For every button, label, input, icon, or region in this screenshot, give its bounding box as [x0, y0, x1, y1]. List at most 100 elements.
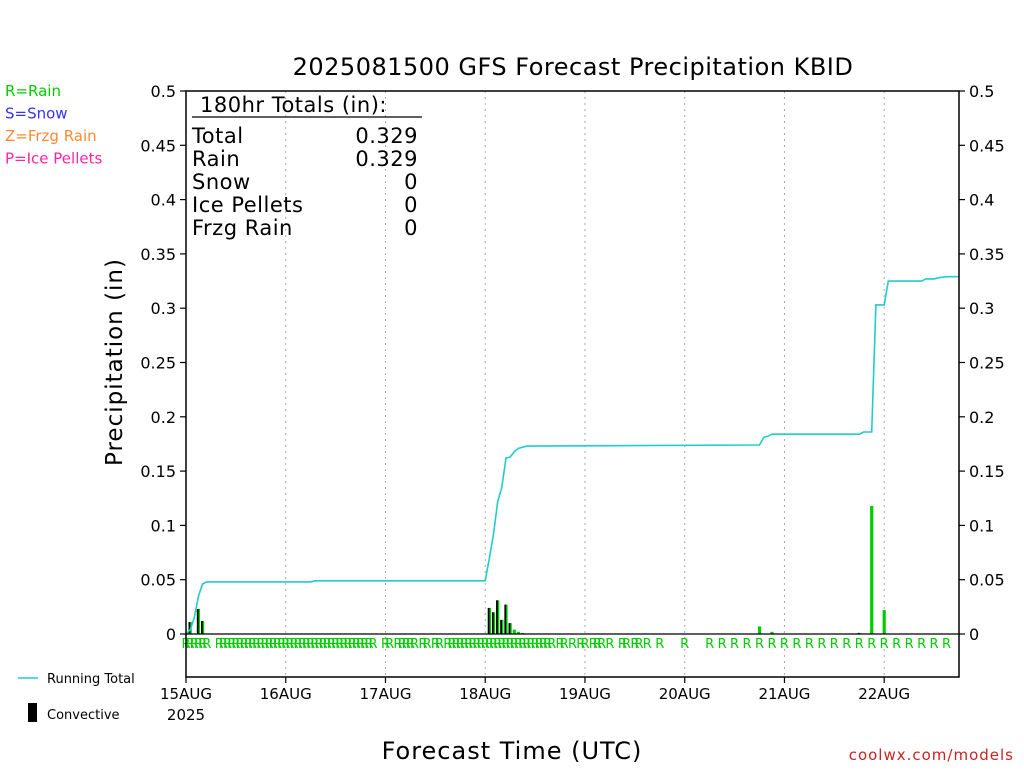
rain-type-mark: R — [755, 637, 764, 652]
y-tick-label: 0.4 — [151, 191, 176, 210]
precip-type-legend: R=Rain S=Snow Z=Frzg Rain P=Ice Pellets — [5, 82, 102, 168]
rain-type-mark: R — [223, 637, 232, 652]
rain-type-mark: R — [186, 637, 195, 652]
y-tick-label: 0.05 — [140, 571, 176, 590]
rain-type-mark: R — [219, 637, 228, 652]
x-axis-label: Forecast Time (UTC) — [382, 737, 643, 765]
y-tick-label: 0.35 — [140, 245, 176, 264]
x-tick-label: 15AUG — [160, 685, 212, 703]
y-tick-label-right: 0.35 — [969, 245, 1005, 264]
rain-type-mark: R — [605, 637, 614, 652]
y-tick-label-right: 0.5 — [969, 82, 994, 101]
rain-type-mark: R — [244, 637, 253, 652]
totals-row-label: Rain — [192, 147, 240, 171]
rain-type-mark: R — [830, 637, 839, 652]
x-tick-label: 17AUG — [360, 685, 412, 703]
rain-type-mark: R — [792, 637, 801, 652]
y-tick-label-right: 0.25 — [969, 354, 1005, 373]
rain-type-mark: R — [506, 637, 515, 652]
y-tick-label-right: 0.2 — [969, 408, 994, 427]
rain-type-mark: R — [260, 637, 269, 652]
bar-layer — [188, 505, 886, 634]
rain-type-mark: R — [580, 637, 589, 652]
totals-row-label: Total — [191, 124, 244, 148]
rain-type-mark: R — [892, 637, 901, 652]
rain-type-mark: R — [464, 637, 473, 652]
convective-bar — [487, 607, 490, 634]
rain-type-mark: R — [381, 637, 390, 652]
rain-type-mark: R — [531, 637, 540, 652]
rain-type-mark: R — [393, 637, 402, 652]
rain-type-mark: R — [597, 637, 606, 652]
precip-type-legend-item: P=Ice Pellets — [5, 150, 102, 168]
rain-type-mark: R — [290, 637, 299, 652]
rain-type-mark: R — [227, 637, 236, 652]
rain-type-mark: R — [622, 637, 631, 652]
totals-row-value: 0.329 — [355, 147, 418, 171]
rain-type-mark: R — [302, 637, 311, 652]
y-tick-label: 0.45 — [140, 136, 176, 155]
chart-title: 2025081500 GFS Forecast Precipitation KB… — [293, 53, 854, 81]
precip-type-legend-item: S=Snow — [5, 105, 68, 123]
rain-type-mark: R — [360, 637, 369, 652]
rain-type-mark: R — [855, 637, 864, 652]
rain-type-mark: R — [618, 637, 627, 652]
rain-type-mark: R — [510, 637, 519, 652]
convective-bar — [491, 612, 494, 634]
convective-bar — [504, 604, 507, 634]
y-tick-label: 0.5 — [151, 82, 176, 101]
rain-type-mark: R — [236, 637, 245, 652]
rain-type-mark: R — [730, 637, 739, 652]
plot-frame — [185, 90, 960, 678]
rain-type-mark: R — [568, 637, 577, 652]
rain-type-mark: R — [331, 637, 340, 652]
rain-type-mark: R — [402, 637, 411, 652]
convective-bar — [196, 609, 199, 634]
rain-type-mark: R — [539, 637, 548, 652]
rain-type-mark: R — [269, 637, 278, 652]
rain-type-mark: R — [780, 637, 789, 652]
rain-type-mark: R — [718, 637, 727, 652]
rain-type-mark: R — [231, 637, 240, 652]
y-ticks-right: 0 0.05 0.1 0.15 0.2 0.25 0.3 0.35 0.4 0.45 0.5 — [959, 82, 1005, 644]
rain-type-mark: R — [867, 637, 876, 652]
rain-bar — [882, 610, 886, 634]
x-tick-label: 16AUG — [260, 685, 312, 703]
rain-type-mark: R — [356, 637, 365, 652]
convective-bar — [500, 619, 503, 634]
precip-type-legend-item: Z=Frzg Rain — [5, 127, 97, 145]
y-ticks-left: 0 0.05 0.1 0.15 0.2 0.25 0.3 0.35 0.4 0.45 0.5 — [140, 82, 186, 644]
rain-type-mark: R — [364, 637, 373, 652]
rain-type-mark: R — [643, 637, 652, 652]
rain-type-mark: R — [593, 637, 602, 652]
y-tick-label-right: 0.45 — [969, 136, 1005, 155]
y-tick-label: 0.15 — [140, 462, 176, 481]
rain-type-mark: R — [368, 637, 377, 652]
rain-type-mark: R — [447, 637, 456, 652]
rain-type-mark: R — [767, 637, 776, 652]
rain-type-mark: R — [634, 637, 643, 652]
line-layer — [185, 275, 959, 635]
rain-type-mark: R — [423, 637, 432, 652]
rain-type-mark: R — [281, 637, 290, 652]
running-total-legend-label: Running Total — [47, 672, 135, 687]
y-tick-label: 0 — [166, 625, 176, 644]
rain-type-mark: R — [435, 637, 444, 652]
rain-type-mark: R — [431, 637, 440, 652]
rain-type-mark: R — [493, 637, 502, 652]
rain-type-mark: R — [265, 637, 274, 652]
x-ticks: 15AUG 16AUG 17AUG 18AUG 19AUG 20AUG 21AUG 22AUG — [160, 677, 910, 703]
rain-type-mark: R — [485, 637, 494, 652]
totals-row-value: 0 — [404, 170, 418, 194]
y-tick-label-right: 0.3 — [969, 299, 994, 318]
rain-type-mark: R — [489, 637, 498, 652]
rain-type-mark: R — [942, 637, 951, 652]
x-tick-label: 20AUG — [659, 685, 711, 703]
rain-type-mark: R — [477, 637, 486, 652]
rain-type-mark: R — [655, 637, 664, 652]
rain-type-mark: R — [314, 637, 323, 652]
rain-type-mark: R — [344, 637, 353, 652]
rain-type-mark: R — [522, 637, 531, 652]
x-tick-label: 19AUG — [559, 685, 611, 703]
